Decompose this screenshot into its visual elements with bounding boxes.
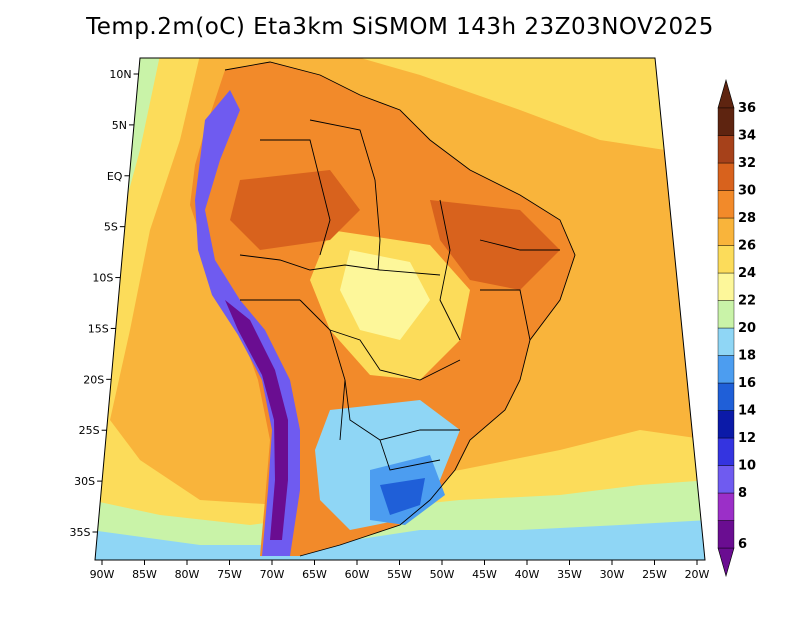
colorbar-swatch: [717, 162, 735, 191]
colorbar-min-arrow: [717, 547, 735, 578]
lon-tick-label: 75W: [217, 568, 242, 581]
ocean-south-cold: [95, 520, 705, 560]
ocean-atlantic-north: [350, 58, 665, 150]
colorbar-swatch: [717, 107, 735, 136]
map-area: [95, 58, 705, 560]
northeast-hot-zone: [430, 200, 560, 290]
colorbar-label: 14: [738, 404, 756, 419]
colorbar-swatch: [717, 382, 735, 411]
political-borders: [224, 61, 576, 557]
colorbar-label: 36: [738, 101, 756, 116]
colorbar-label: 30: [738, 184, 756, 199]
colorbar-label: 34: [738, 129, 756, 144]
colorbar-swatch: [717, 327, 735, 356]
lat-tick-label: 25S: [79, 424, 100, 437]
lon-tick-label: 20W: [685, 568, 710, 581]
colorbar-swatch: [717, 520, 735, 549]
colorbar: 6 8 10 12 14 16 18 20 22 24 26 28 30 32 34 36: [717, 78, 756, 578]
lon-tick-label: 80W: [175, 568, 200, 581]
lat-tick-label: 5N: [112, 119, 127, 132]
lon-tick-label: 35W: [557, 568, 582, 581]
colorbar-label: 8: [738, 486, 747, 501]
map-frame: [94, 57, 706, 561]
lon-tick-label: 40W: [515, 568, 540, 581]
colorbar-swatch: [717, 300, 735, 329]
uruguay-cold: [380, 478, 425, 515]
lat-tick-label: 30S: [74, 475, 95, 488]
colorbar-label: 12: [738, 431, 756, 446]
colorbar-label: 16: [738, 376, 756, 391]
lon-tick-label: 70W: [260, 568, 285, 581]
lat-tick-label: 15S: [88, 322, 109, 335]
colorbar-label: 28: [738, 211, 756, 226]
colorbar-swatch: [717, 465, 735, 494]
colorbar-swatch: [717, 272, 735, 301]
colorbar-swatch: [717, 245, 735, 274]
south-region-cool: [315, 400, 460, 530]
lon-tick-label: 25W: [642, 568, 667, 581]
lat-tick-label: 10N: [109, 68, 131, 81]
lon-tick-label: 45W: [472, 568, 497, 581]
colorbar-label: 20: [738, 321, 756, 336]
lon-tick-label: 55W: [387, 568, 412, 581]
lon-tick-label: 50W: [430, 568, 455, 581]
colorbar-swatch: [717, 492, 735, 521]
colorbar-swatch: [717, 190, 735, 219]
colorbar-label: 24: [738, 266, 756, 281]
colorbar-swatch: [717, 437, 735, 466]
colorbar-label: 6: [738, 537, 747, 552]
colorbar-label: 26: [738, 239, 756, 254]
lat-tick-label: 20S: [83, 373, 104, 386]
lon-tick-label: 85W: [132, 568, 157, 581]
colorbar-swatch: [717, 217, 735, 246]
latitude-axis: 10N 5N EQ 5S 10S 15S 20S 25S 30S 35S: [70, 68, 139, 539]
colorbar-swatch: [717, 355, 735, 384]
lat-tick-label: 35S: [70, 526, 91, 539]
andes-coldest-core: [225, 300, 288, 540]
colorbar-label: 18: [738, 349, 756, 364]
lat-tick-label: 10S: [92, 272, 113, 285]
lat-tick-label: EQ: [107, 170, 123, 183]
colorbar-swatch: [717, 410, 735, 439]
map-title: Temp.2m(oC) Eta3km SiSMOM 143h 23Z03NOV2…: [86, 14, 714, 40]
colorbar-swatch: [717, 135, 735, 164]
colorbar-label: 22: [738, 294, 756, 309]
colorbar-label: 10: [738, 459, 756, 474]
longitude-axis: 90W 85W 80W 75W 70W 65W 60W 55W 50W 45W 40W 35W 30W 2…: [90, 560, 710, 581]
lat-tick-label: 5S: [104, 221, 118, 234]
lon-tick-label: 65W: [302, 568, 327, 581]
lon-tick-label: 30W: [600, 568, 625, 581]
colorbar-label: 32: [738, 156, 756, 171]
colorbar-max-arrow: [717, 78, 735, 109]
lon-tick-label: 60W: [345, 568, 370, 581]
lon-tick-label: 90W: [90, 568, 115, 581]
